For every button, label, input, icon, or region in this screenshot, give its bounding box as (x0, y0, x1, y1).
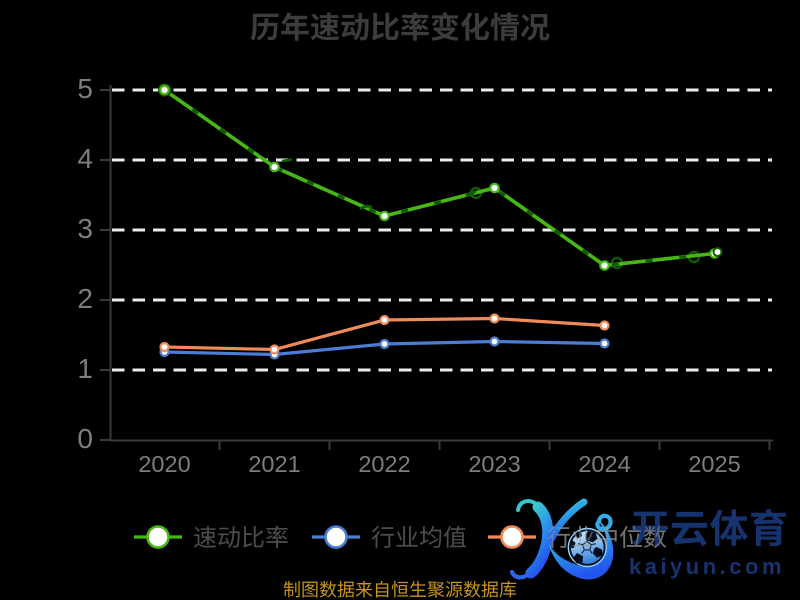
svg-text:2024: 2024 (578, 451, 630, 477)
svg-text:kaiyun.com: kaiyun.com (629, 554, 785, 579)
svg-text:2022: 2022 (358, 451, 410, 477)
svg-text:2020: 2020 (138, 451, 190, 477)
svg-text:2021: 2021 (248, 451, 300, 477)
svg-text:2025: 2025 (688, 451, 740, 477)
svg-text:1: 1 (77, 353, 93, 384)
svg-text:2023: 2023 (468, 451, 520, 477)
svg-text:0: 0 (77, 423, 93, 454)
svg-text:3: 3 (77, 213, 93, 244)
svg-text:2: 2 (77, 283, 93, 314)
svg-text:5: 5 (77, 73, 93, 104)
svg-text:4: 4 (77, 143, 93, 174)
